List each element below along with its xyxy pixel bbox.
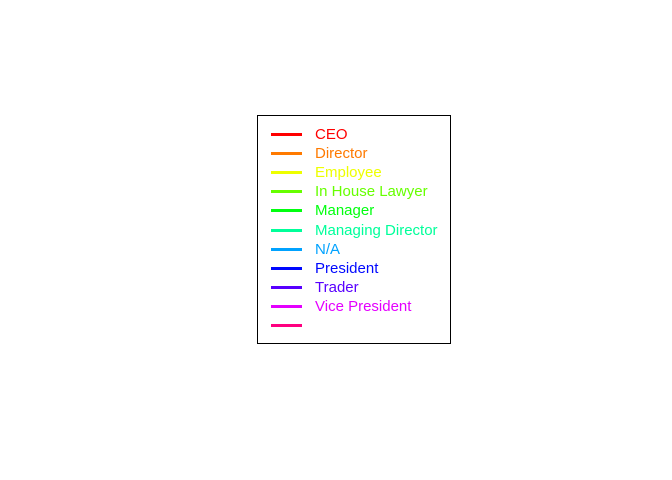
legend-line-swatch — [271, 209, 302, 213]
legend-label: N/A — [315, 240, 341, 258]
legend-line-swatch — [271, 247, 302, 251]
legend-line-swatch — [271, 304, 302, 308]
legend-entry: Employee — [258, 163, 450, 182]
chart-legend: CEO Director Employee In House Lawyer Manage… — [257, 115, 451, 344]
legend-entry: N/A — [258, 240, 450, 259]
legend-entry: President — [258, 259, 450, 278]
legend-label: Director — [315, 145, 368, 163]
legend-line-swatch — [271, 228, 302, 232]
legend-label: Trader — [315, 278, 359, 296]
legend-entry: Director — [258, 144, 450, 163]
legend-line-swatch — [271, 133, 302, 136]
legend-line-swatch — [271, 152, 302, 156]
legend-label: President — [315, 259, 379, 277]
legend-line-swatch — [271, 171, 302, 175]
legend-line-swatch — [271, 324, 302, 327]
legend-label: CEO — [315, 126, 348, 143]
legend-label: Managing Director — [315, 221, 438, 239]
legend-entry: In House Lawyer — [258, 182, 450, 201]
legend-line-swatch — [271, 266, 302, 270]
legend-label: Manager — [315, 202, 375, 220]
legend-entry: Trader — [258, 278, 450, 297]
legend-line-swatch — [271, 285, 302, 289]
legend-entry: Managing Director — [258, 221, 450, 240]
legend-label: In House Lawyer — [315, 183, 428, 201]
legend-entry: Vice President — [258, 297, 450, 316]
legend-label: Vice President — [315, 297, 412, 315]
legend-entry: CEO — [258, 125, 450, 144]
legend-entry: Manager — [258, 201, 450, 220]
legend-line-swatch — [271, 190, 302, 194]
legend-entry — [258, 316, 450, 335]
legend-label: Employee — [315, 164, 382, 182]
